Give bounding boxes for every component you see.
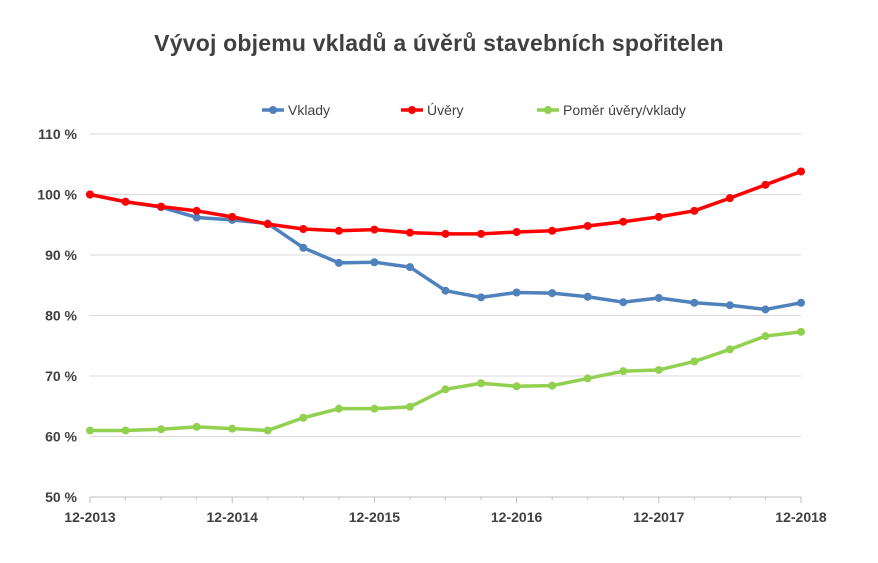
series-line [88,330,803,433]
x-tick-label: 12-2017 [633,509,685,525]
data-point [192,422,201,431]
data-point [86,190,94,199]
data-point [548,381,557,390]
data-point [405,228,414,237]
gridlines [90,133,801,437]
x-axis-ticks: 12-2013 12-2014 12-2015 12-2016 12-2017 12-20… [64,497,827,525]
data-point [548,226,557,235]
legend-label: Vklady [288,102,330,118]
x-tick-label: 12-2013 [64,509,116,525]
data-point [797,167,805,176]
data-point [334,258,343,267]
data-point [548,289,557,298]
data-point [654,212,663,221]
legend-marker [408,106,416,114]
legend: Vklady Úvěry Poměr úvěry/vklady [262,102,686,118]
data-point [157,202,166,211]
data-point [690,357,699,366]
data-point [477,229,486,238]
data-point [299,243,308,252]
data-point [334,404,343,413]
data-point [512,228,521,237]
data-point [86,426,94,435]
data-point [121,426,130,435]
x-tick-label: 12-2015 [349,509,401,525]
legend-item: Vklady [262,102,330,118]
y-tick-label: 70 % [45,368,77,384]
y-tick-label: 50 % [45,489,77,505]
x-tick-label: 12-2014 [207,509,259,525]
data-point [157,425,166,434]
data-point [512,288,521,297]
data-point [619,298,628,307]
data-point [725,301,734,310]
data-point [619,367,628,376]
y-tick-label: 100 % [37,187,77,203]
series-line [88,169,803,236]
data-point [441,229,450,238]
legend-marker [544,106,552,114]
x-tick-label: 12-2018 [775,509,827,525]
data-point [654,293,663,302]
data-point [370,404,379,413]
series-1 [86,167,805,238]
series-2 [86,327,805,435]
y-tick-label: 110 % [38,126,77,142]
data-point [405,402,414,411]
data-point [263,220,272,229]
data-point [299,413,308,422]
data-point [477,293,486,302]
data-point [761,332,770,341]
y-axis-ticks: 50 % 60 % 70 % 80 % 90 % 100 % 110 % [37,126,77,505]
y-tick-label: 90 % [45,247,77,263]
data-point [761,180,770,189]
chart-title: Vývoj objemu vkladů a úvěrů stavebních s… [154,30,724,56]
data-point [619,217,628,226]
data-point [690,298,699,307]
data-point [797,298,805,307]
data-point [583,374,592,383]
data-point [654,365,663,374]
data-point [583,221,592,230]
data-point [725,345,734,354]
data-point [441,385,450,394]
data-point [761,305,770,314]
legend-marker [269,106,277,114]
data-point [263,426,272,435]
data-point [370,225,379,234]
data-point [477,379,486,388]
data-point [121,197,130,206]
legend-label: Úvěry [427,102,464,118]
legend-item: Úvěry [401,102,464,118]
data-point [228,212,237,221]
data-point [299,224,308,233]
data-point [690,206,699,215]
data-point [512,382,521,391]
data-point [583,292,592,301]
data-point [334,226,343,235]
data-point [228,424,237,433]
data-point [192,213,201,222]
x-tick-label: 12-2016 [491,509,543,525]
y-tick-label: 80 % [45,308,77,324]
legend-label: Poměr úvěry/vklady [563,102,686,118]
data-point [797,327,805,336]
data-point [192,206,201,215]
legend-item: Poměr úvěry/vklady [537,102,686,118]
data-point [405,263,414,272]
data-point [725,194,734,203]
series-group [86,167,805,435]
y-tick-label: 60 % [45,429,77,445]
data-point [441,286,450,295]
data-point [370,258,379,267]
